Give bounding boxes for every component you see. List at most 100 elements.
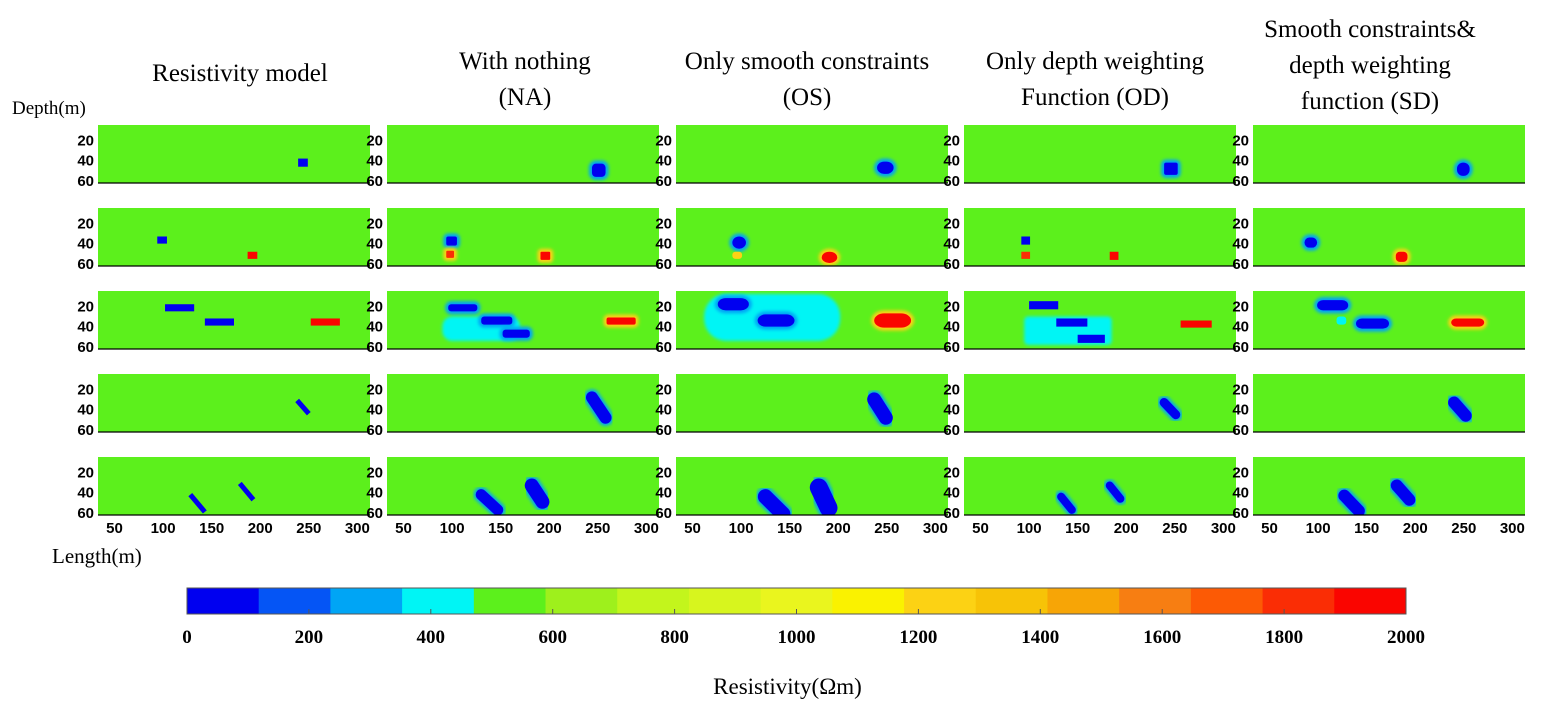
- section-panel: 20 40 60: [1232, 374, 1525, 439]
- depth-tick-label: 60: [1232, 422, 1249, 439]
- depth-tick-label: 60: [366, 422, 383, 439]
- section-background: [964, 374, 1236, 432]
- depth-tick-label: 40: [943, 319, 960, 336]
- length-tick-label: 300: [345, 520, 370, 537]
- colorbar-tick-label: 1000: [778, 627, 816, 648]
- section-panel: 20 40 60: [77, 208, 370, 273]
- length-tick-label: 200: [1403, 520, 1428, 537]
- depth-tick-label: 60: [655, 173, 672, 190]
- length-tick-label: 150: [1354, 520, 1379, 537]
- depth-tick-label: 40: [1232, 236, 1249, 253]
- section-background: [676, 125, 948, 183]
- anomaly-body: [1180, 320, 1212, 328]
- anomaly-body: [1336, 316, 1347, 325]
- section-panel: 20 40 60: [1232, 291, 1525, 356]
- section-panel: 20 40 60: [1232, 125, 1525, 190]
- depth-tick-label: 20: [655, 298, 672, 315]
- depth-tick-label: 40: [655, 236, 672, 253]
- depth-tick-label: 60: [77, 173, 94, 190]
- depth-tick-label: 20: [77, 464, 94, 481]
- length-tick-label: 100: [440, 520, 465, 537]
- length-tick-label: 150: [488, 520, 513, 537]
- anomaly-body: [237, 481, 256, 502]
- depth-tick-label: 60: [366, 339, 383, 356]
- colorbar-segment: [402, 588, 475, 614]
- colorbar-segment: [1119, 588, 1192, 614]
- anomaly-body: [591, 163, 606, 177]
- colorbar-tick-label: 800: [660, 627, 689, 648]
- anomaly-body: [867, 392, 893, 425]
- anomaly-body: [1159, 397, 1181, 420]
- colorbar-tick-label: 1400: [1021, 627, 1059, 648]
- colorbar-segment: [904, 588, 977, 614]
- anomaly-body: [1109, 251, 1119, 260]
- length-tick-label: 50: [395, 520, 412, 537]
- section-panel: 20 40 60: [655, 208, 948, 273]
- section-background: [1253, 125, 1525, 183]
- section-panel: 20 40 60: [366, 208, 659, 273]
- section-panel: 20 40 60: [77, 125, 370, 190]
- depth-tick-label: 20: [943, 215, 960, 232]
- depth-tick-label: 20: [77, 215, 94, 232]
- anomaly-body: [165, 304, 195, 312]
- section-panel: 20 40 60: [77, 291, 370, 356]
- depth-tick-label: 60: [1232, 173, 1249, 190]
- depth-tick-label: 60: [943, 173, 960, 190]
- depth-tick-label: 20: [655, 132, 672, 149]
- anomaly-body: [524, 478, 550, 509]
- depth-tick-label: 20: [77, 381, 94, 398]
- anomaly-body: [298, 158, 308, 167]
- length-tick-label: 50: [1261, 520, 1278, 537]
- length-tick-label: 50: [684, 520, 701, 537]
- depth-tick-label: 40: [1232, 402, 1249, 419]
- depth-tick-label: 20: [366, 215, 383, 232]
- depth-tick-label: 60: [943, 505, 960, 522]
- colorbar-tick-label: 1800: [1265, 627, 1303, 648]
- section-panel: 20 40 60: [943, 291, 1236, 356]
- depth-tick-label: 60: [366, 505, 383, 522]
- section-panel: 20 40 60: [943, 374, 1236, 439]
- column-title-line: (OS): [782, 84, 832, 111]
- anomaly-body: [732, 236, 746, 249]
- section-panel: 20 40 60 50 100 150 200 250 300: [77, 457, 370, 537]
- anomaly-body: [540, 251, 551, 260]
- anomaly-body: [295, 398, 311, 416]
- anomaly-body: [1355, 318, 1389, 329]
- depth-tick-label: 20: [655, 215, 672, 232]
- length-tick-label: 300: [634, 520, 659, 537]
- section-panel: 20 40 60: [943, 125, 1236, 190]
- depth-tick-label: 40: [655, 153, 672, 170]
- length-tick-label: 100: [729, 520, 754, 537]
- anomaly-body: [1448, 396, 1472, 422]
- depth-tick-label: 40: [655, 485, 672, 502]
- section-panel: 20 40 60: [1232, 208, 1525, 273]
- section-background: [964, 125, 1236, 183]
- depth-tick-label: 20: [1232, 298, 1249, 315]
- depth-tick-label: 20: [943, 132, 960, 149]
- section-background: [98, 457, 370, 515]
- depth-tick-label: 20: [366, 464, 383, 481]
- colorbar-segment: [617, 588, 690, 614]
- length-tick-label: 250: [1451, 520, 1476, 537]
- length-tick-label: 50: [106, 520, 123, 537]
- section-background: [98, 374, 370, 432]
- anomaly-body: [1390, 479, 1416, 506]
- anomaly-body: [717, 298, 749, 311]
- depth-tick-label: 40: [366, 485, 383, 502]
- section-background: [387, 208, 659, 266]
- depth-tick-label: 60: [655, 256, 672, 273]
- depth-tick-label: 60: [943, 422, 960, 439]
- section-panel: 20 40 60: [943, 208, 1236, 273]
- depth-tick-label: 60: [655, 422, 672, 439]
- column-title-line: Function (OD): [1021, 84, 1169, 111]
- depth-tick-label: 40: [655, 319, 672, 336]
- depth-tick-label: 40: [943, 485, 960, 502]
- depth-tick-label: 20: [655, 464, 672, 481]
- depth-tick-label: 60: [1232, 339, 1249, 356]
- depth-tick-label: 20: [77, 132, 94, 149]
- section-background: [964, 208, 1236, 266]
- depth-tick-label: 60: [655, 339, 672, 356]
- colorbar-segment: [1334, 588, 1407, 614]
- depth-tick-label: 40: [366, 402, 383, 419]
